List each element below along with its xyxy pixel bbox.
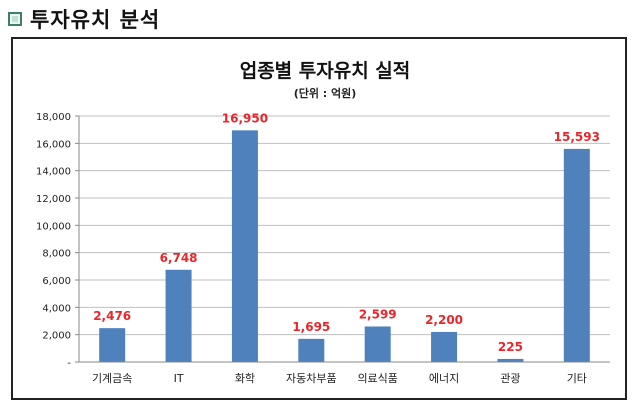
bar (431, 331, 458, 362)
y-tick-label: 6,000 (42, 276, 71, 287)
x-tick-label: IT (174, 372, 184, 385)
x-tick-label: 관광 (500, 372, 520, 385)
data-label: 16,950 (222, 111, 268, 125)
bar (231, 130, 258, 362)
data-label: 2,599 (359, 307, 397, 321)
bar (563, 148, 590, 362)
x-tick-label: 기타 (567, 372, 587, 385)
square-bullet-icon (8, 12, 22, 26)
y-tick-label: 12,000 (36, 194, 71, 205)
data-label: 225 (498, 340, 523, 354)
data-label: 2,476 (93, 309, 131, 323)
data-label: 6,748 (160, 251, 198, 265)
chart-subtitle: (단위 : 억원) (294, 86, 357, 100)
y-tick-label: 2,000 (42, 331, 71, 342)
x-tick-label: 기계금속 (92, 372, 132, 385)
x-tick-label: 화학 (235, 372, 255, 385)
x-tick-label: 의료식품 (357, 372, 397, 385)
y-tick-label: 8,000 (42, 249, 71, 260)
x-tick-label: 에너지 (429, 372, 459, 385)
x-tick-label: 자동차부품 (286, 372, 337, 385)
page-heading-text: 투자유치 분석 (30, 8, 161, 32)
y-tick-label: 14,000 (36, 167, 71, 178)
bar (298, 338, 325, 362)
y-tick-label: 16,000 (36, 139, 71, 150)
page-heading: 투자유치 분석 (8, 6, 160, 32)
bar (165, 269, 192, 362)
data-label: 2,200 (425, 313, 463, 327)
y-tick-label: - (67, 358, 71, 369)
bar (497, 358, 524, 362)
data-label: 15,593 (554, 130, 600, 144)
y-tick-label: 4,000 (42, 303, 71, 314)
bar (99, 328, 126, 362)
y-tick-label: 10,000 (36, 221, 71, 232)
bar (364, 326, 391, 362)
chart-title: 업종별 투자유치 실적 (240, 60, 411, 82)
data-label: 1,695 (292, 320, 330, 334)
y-tick-label: 18,000 (36, 112, 71, 123)
